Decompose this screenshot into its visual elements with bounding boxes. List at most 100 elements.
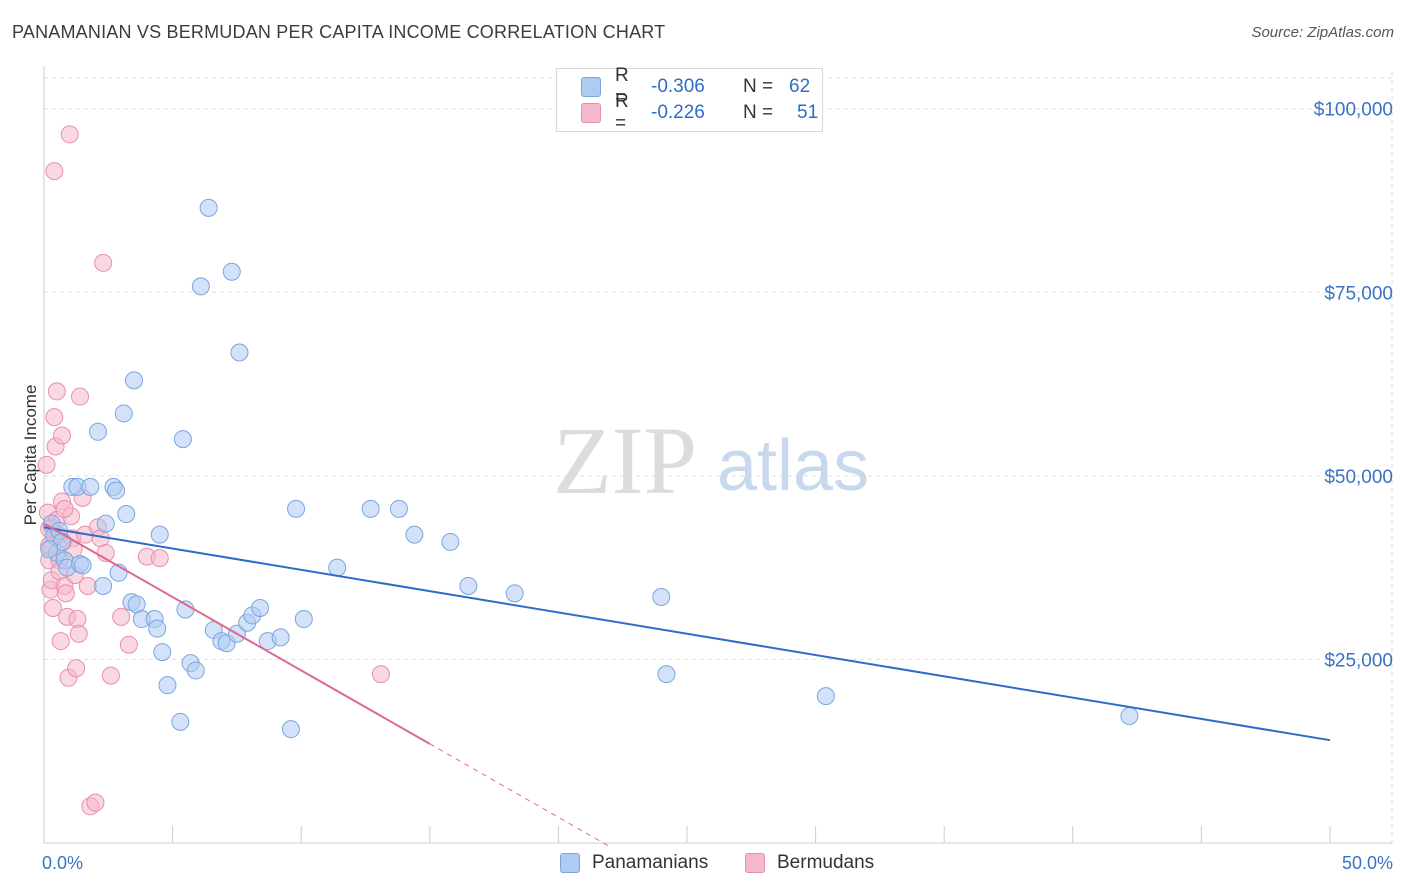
x-tick-label-min: 0.0% <box>42 853 83 873</box>
panamanians-point <box>657 665 676 684</box>
legend-n-label: N = <box>743 76 774 97</box>
bermudans-point <box>51 632 70 651</box>
watermark-zip: ZIP <box>553 407 697 514</box>
y-tick-labels: $25,000 $50,000 $75,000 $100,000 <box>1314 100 1393 672</box>
legend-n-value: 62 <box>789 76 811 97</box>
bermudans-point <box>86 793 105 812</box>
watermark: ZIP atlas <box>553 407 869 514</box>
bermudans-trend-extension <box>429 743 611 848</box>
panamanians-point <box>171 712 190 731</box>
panamanians-point <box>81 477 100 496</box>
chart-title: PANAMANIAN VS BERMUDAN PER CAPITA INCOME… <box>12 22 666 42</box>
panamanians-point <box>94 577 113 595</box>
legend-r-value: -0.226 <box>651 102 705 123</box>
panamanians-point <box>1120 706 1139 725</box>
y-tick-label: $25,000 <box>1324 650 1393 671</box>
stats-legend: R = -0.306 N = 62 R = -0.226 N = 51 <box>556 65 823 134</box>
panamanians-point <box>361 499 380 518</box>
x-tick-labels: 0.0% 50.0% <box>42 853 1393 873</box>
panamanians-point <box>186 661 205 680</box>
panamanians-point <box>281 720 300 739</box>
legend-row-panamanians: R = -0.306 N = 62 <box>581 65 811 108</box>
panamanians-point <box>816 687 835 706</box>
legend-n-value: 51 <box>797 102 819 123</box>
x-tick-label-max: 50.0% <box>1342 853 1393 873</box>
panamanians-point <box>173 430 192 449</box>
legend-r-label: R = <box>615 65 629 108</box>
panamanians-point <box>107 481 126 500</box>
panamanians-point <box>652 588 671 607</box>
legend-r-label: R = <box>615 91 629 134</box>
panamanians-trend-line <box>43 526 1331 742</box>
legend-label-bermudans: Bermudans <box>777 852 875 873</box>
bermudans-point <box>69 624 88 643</box>
panamanians-point <box>328 558 347 577</box>
bermudans-point <box>112 607 131 626</box>
panamanians-point <box>287 499 306 518</box>
trend-lines <box>43 522 1331 848</box>
bermudans-point <box>45 162 64 181</box>
panamanians-point <box>158 676 177 695</box>
legend-n-label: N = <box>743 102 774 123</box>
grid-lines <box>44 72 1393 843</box>
panamanians-point <box>199 198 218 217</box>
panamanians-point <box>114 404 133 423</box>
y-tick-label: $100,000 <box>1314 100 1393 121</box>
bermudans-point <box>71 387 90 406</box>
panamanians-point <box>271 628 290 647</box>
axes <box>43 66 1392 844</box>
panamanians-point <box>222 262 241 281</box>
bermudans-point <box>55 499 74 518</box>
panamanians-point <box>441 532 460 551</box>
bermudans-point <box>53 426 72 445</box>
panamanians-point <box>294 610 313 629</box>
y-tick-label: $50,000 <box>1324 467 1393 488</box>
bermudans-point <box>45 408 64 427</box>
legend-swatch-pink <box>581 103 601 123</box>
bermudans-point <box>47 382 66 401</box>
panamanians-point <box>459 577 478 595</box>
watermark-atlas: atlas <box>717 426 869 506</box>
panamanians-point <box>73 556 92 575</box>
legend-swatch-blue <box>560 853 580 873</box>
panamanians-point <box>96 514 115 533</box>
legend-swatch-pink <box>745 853 765 873</box>
panamanians-point <box>40 540 59 559</box>
series-legend: Panamanians Bermudans <box>0 852 1406 876</box>
bermudans-point <box>119 635 138 654</box>
bermudans-point <box>371 665 390 684</box>
bermudans-point <box>56 584 75 603</box>
panamanians-point <box>117 505 136 524</box>
panamanians-point <box>251 599 270 618</box>
bermudans-point <box>150 549 169 568</box>
panamanians-point <box>125 371 144 390</box>
y-tick-label: $75,000 <box>1324 283 1393 304</box>
panamanians-point <box>150 525 169 544</box>
y-axis-label: Per Capita Income <box>21 385 40 526</box>
bermudans-point <box>67 659 86 678</box>
panamanians-point <box>153 643 172 662</box>
legend-item-bermudans: Bermudans <box>745 852 874 874</box>
panamanians-point <box>148 619 167 638</box>
legend-item-panamanians: Panamanians <box>560 852 708 874</box>
bermudans-point <box>94 253 113 272</box>
bermudans-trend-line <box>43 522 431 745</box>
bermudans-point <box>44 599 63 618</box>
legend-label-panamanians: Panamanians <box>592 852 709 873</box>
bermudans-point <box>60 125 79 144</box>
panamanians-point <box>505 584 524 603</box>
legend-r-value: -0.306 <box>651 76 705 97</box>
bermudans-point <box>101 666 120 685</box>
bermudans-point <box>78 577 97 595</box>
panamanians-point <box>405 525 424 544</box>
panamanians-point <box>230 343 249 362</box>
legend-swatch-blue <box>581 77 601 97</box>
panamanians-point <box>89 422 108 441</box>
panamanians-point <box>191 277 210 296</box>
source-label: Source: ZipAtlas.com <box>1251 24 1394 41</box>
panamanians-point <box>389 499 408 518</box>
legend-row-bermudans: R = -0.226 N = 51 <box>581 91 819 134</box>
bermudans-points <box>37 125 390 816</box>
bermudans-point <box>37 455 56 474</box>
